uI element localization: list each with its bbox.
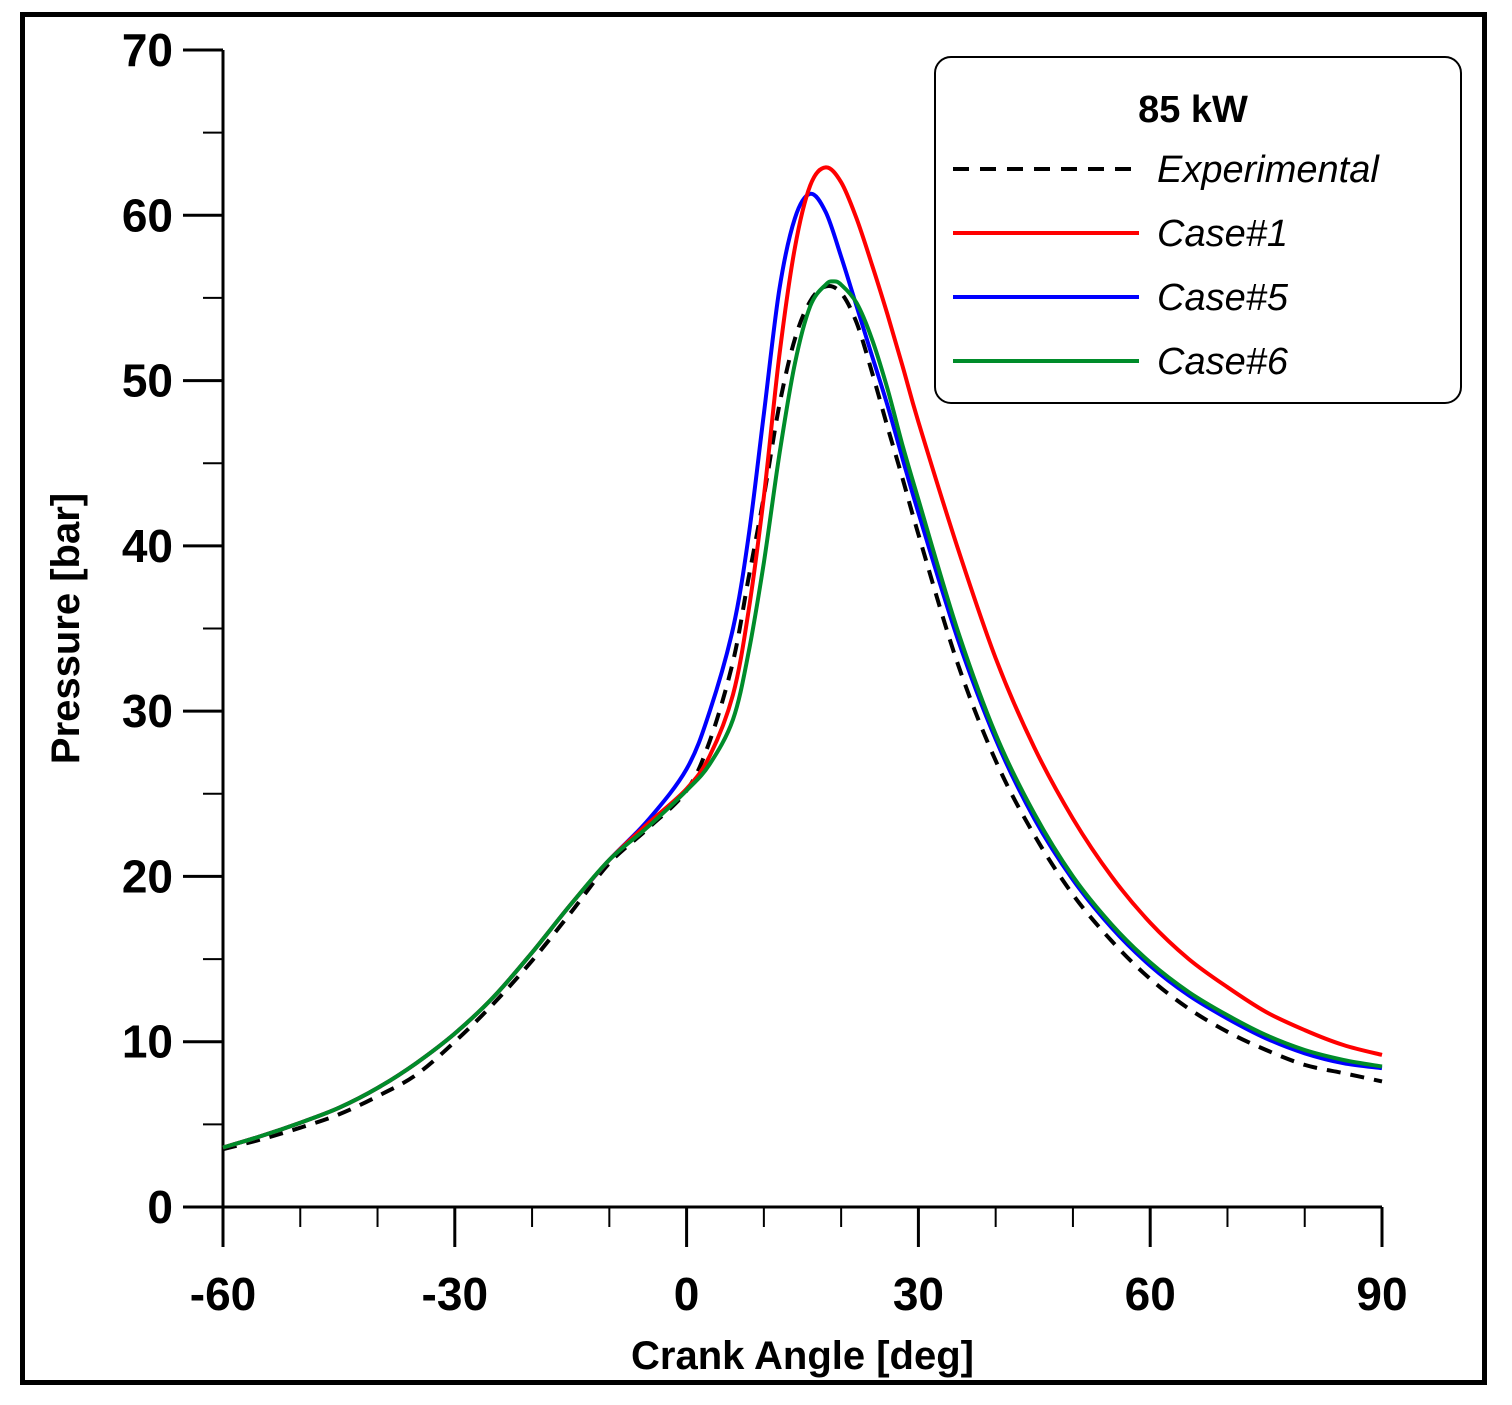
x-tick-label: 0 (674, 1268, 700, 1320)
y-tick-label: 0 (147, 1181, 173, 1233)
pressure-chart: 0 10 20 30 40 50 60 70 -60 -30 0 30 60 90 Crank Angle… (44, 24, 1462, 1378)
y-tick-label: 30 (122, 685, 173, 737)
x-axis-title: Crank Angle [deg] (631, 1334, 974, 1378)
y-axis-title: Pressure [bar] (44, 493, 88, 764)
x-tick-label: 90 (1356, 1268, 1407, 1320)
legend-items: Experimental Case#1 Case#5 Case#6 (953, 149, 1380, 383)
x-tick-label: -30 (422, 1268, 488, 1320)
figure-frame: 0 10 20 30 40 50 60 70 -60 -30 0 30 60 90 Crank Angle… (20, 12, 1487, 1385)
y-tick-label: 20 (122, 850, 173, 902)
y-tick-label: 60 (122, 189, 173, 241)
x-tick-label: 30 (893, 1268, 944, 1320)
x-tick-label: -60 (190, 1268, 256, 1320)
y-tick-label: 10 (122, 1016, 173, 1068)
legend-box (934, 56, 1462, 404)
y-tick-label: 70 (122, 24, 173, 76)
legend-label-case1: Case#1 (1157, 213, 1288, 255)
x-tick-label: 60 (1125, 1268, 1176, 1320)
series-layer (222, 165, 1383, 1152)
legend: 85 kW Experimental Case#1 Case#5 Case#6 (934, 56, 1462, 404)
legend-label-case5: Case#5 (1157, 277, 1289, 319)
y-tick-label: 40 (122, 520, 173, 572)
legend-label-case6: Case#6 (1157, 341, 1289, 383)
series-line-case6 (222, 279, 1383, 1150)
legend-title: 85 kW (1138, 89, 1248, 131)
axes: 0 10 20 30 40 50 60 70 -60 -30 0 30 60 90 (122, 24, 1408, 1320)
series-line-experimental (222, 283, 1383, 1152)
y-tick-label: 50 (122, 355, 173, 407)
legend-label-experimental: Experimental (1157, 149, 1380, 191)
